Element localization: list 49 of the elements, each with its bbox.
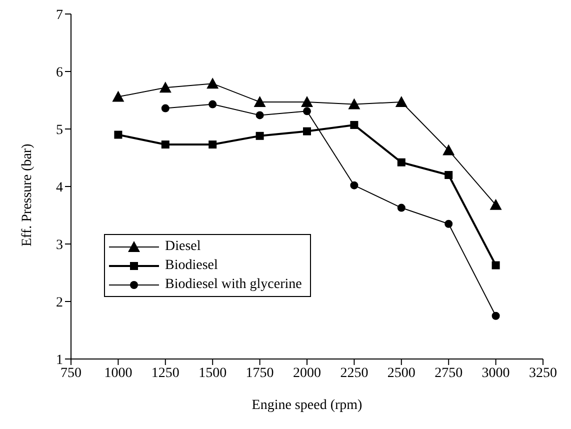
point bbox=[114, 130, 122, 139]
point bbox=[444, 220, 453, 228]
point bbox=[350, 120, 358, 129]
x-axis-title: Engine speed (rpm) bbox=[252, 398, 363, 413]
point bbox=[492, 312, 500, 320]
y-tick-label: 5 bbox=[56, 122, 63, 138]
point bbox=[161, 104, 170, 112]
x-tick-label: 1000 bbox=[104, 366, 132, 381]
y-tick-label: 3 bbox=[56, 238, 63, 253]
x-tick-label: 3000 bbox=[482, 366, 510, 381]
x-tick-label: 1250 bbox=[151, 366, 180, 381]
y-tick-label: 6 bbox=[56, 65, 63, 80]
point bbox=[256, 132, 264, 140]
point bbox=[303, 107, 311, 116]
point bbox=[492, 261, 500, 270]
point bbox=[208, 100, 217, 108]
point bbox=[208, 140, 217, 149]
x-tick-label: 1500 bbox=[198, 366, 227, 381]
point bbox=[444, 171, 453, 179]
x-tick-label: 750 bbox=[60, 366, 82, 381]
legend-label: Diesel bbox=[165, 238, 201, 254]
x-tick-label: 2500 bbox=[387, 366, 416, 381]
y-tick-label: 1 bbox=[56, 352, 63, 368]
point bbox=[159, 82, 172, 93]
legend-label: Biodiesel bbox=[165, 258, 218, 274]
point bbox=[490, 198, 502, 210]
y-tick-label: 2 bbox=[56, 295, 63, 310]
point bbox=[112, 90, 124, 102]
x-tick-label: 2000 bbox=[293, 366, 321, 381]
y-axis-title: Eff. Pressure (bar) bbox=[20, 143, 35, 246]
point bbox=[395, 96, 408, 107]
point bbox=[256, 111, 264, 120]
point bbox=[303, 127, 311, 136]
x-tick-label: 2750 bbox=[434, 366, 463, 381]
x-tick-label: 3250 bbox=[529, 366, 557, 381]
point bbox=[161, 140, 170, 149]
point bbox=[350, 181, 358, 190]
x-tick-label: 2250 bbox=[340, 366, 368, 381]
point bbox=[206, 78, 219, 89]
y-tick-label: 7 bbox=[56, 8, 63, 23]
point bbox=[301, 96, 313, 107]
legend-label: Biodiesel with glycerine bbox=[165, 276, 302, 292]
point bbox=[442, 144, 455, 156]
y-tick-label: 4 bbox=[56, 180, 63, 196]
point bbox=[348, 98, 360, 110]
point bbox=[254, 96, 266, 107]
x-tick-label: 1750 bbox=[246, 366, 274, 381]
point bbox=[397, 158, 406, 166]
point bbox=[397, 204, 406, 212]
